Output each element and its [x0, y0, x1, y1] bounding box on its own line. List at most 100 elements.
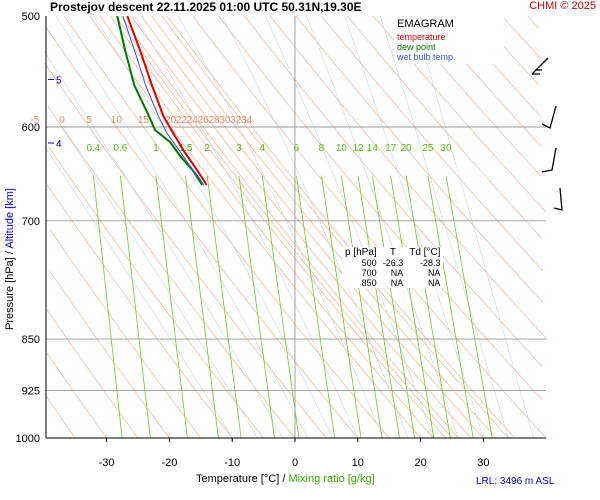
x-tick-label: 20 [414, 457, 426, 469]
table-cell: NA [390, 268, 404, 278]
mixing-ratio-label: 2 [204, 143, 210, 154]
dry-adiabat-label: 30 [219, 115, 231, 126]
x-tick-label: 30 [477, 457, 489, 469]
mixing-ratio-label: 14 [367, 143, 379, 154]
table-header: p [hPa] [345, 247, 377, 258]
dry-adiabat-line [48, 146, 264, 439]
legend-item-temperature: temperature [397, 32, 446, 42]
dry-adiabat-line [321, 15, 544, 272]
dry-adiabat-line [89, 15, 421, 439]
dry-adiabat-line [141, 15, 484, 439]
dry-adiabat-line [130, 15, 472, 439]
table-header: T [389, 247, 397, 258]
mixing-ratio-line [296, 175, 336, 439]
pressure-tick-label: 850 [22, 334, 40, 346]
moist-adiabat-line [379, 15, 509, 439]
moist-adiabat-line [93, 15, 333, 439]
dry-adiabat-label: 0 [59, 115, 65, 126]
series-line-dew-point [116, 15, 203, 186]
x-tick-label: -30 [99, 457, 115, 469]
lrl-label: LRL: 3496 m ASL [476, 476, 555, 487]
dry-adiabat-line [49, 270, 170, 439]
dry-adiabat-line [120, 15, 459, 439]
mixing-ratio-label: 17 [385, 143, 397, 154]
mixing-ratio-label: 3 [236, 143, 242, 154]
pressure-tick-label: 500 [22, 11, 40, 23]
mixing-ratio-label: 4 [260, 143, 266, 154]
x-tick-label: -10 [224, 457, 240, 469]
legend-title: EMAGRAM [397, 18, 454, 30]
dry-adiabat-line [46, 184, 233, 439]
x-axis-label-mixing: Mixing ratio [g/kg] [288, 473, 375, 485]
altitude-tick-label: 5 [56, 76, 62, 87]
moist-adiabat-line [55, 15, 308, 439]
mixing-ratio-label: 6 [294, 143, 300, 154]
dry-adiabat-label: 20 [165, 115, 177, 126]
pressure-tick-label: 1000 [16, 433, 40, 445]
pressure-tick-label: 700 [22, 216, 40, 228]
wind-barb-icon [531, 57, 549, 75]
moist-adiabat-line [177, 15, 384, 439]
table-cell: -28.3 [419, 258, 441, 268]
table-cell: 500 [361, 258, 377, 268]
pressure-tick-label: 600 [22, 122, 40, 134]
dry-adiabat-label: 22 [176, 115, 188, 126]
dry-adiabat-label: 26 [198, 115, 210, 126]
moist-adiabats [43, 15, 534, 439]
y-axis-label-pressure: Pressure [hPa] [4, 257, 16, 330]
table-row: 850 NA NA [342, 278, 443, 288]
wind-barb-icon [541, 105, 557, 129]
credit-label: CHMI © 2025 [529, 0, 596, 12]
dry-adiabat-label: -5 [30, 115, 39, 126]
x-axis-label-temperature: Temperature [°C] [196, 473, 280, 485]
dry-adiabat-label: 28 [208, 115, 220, 126]
moist-adiabat-line [43, 51, 283, 439]
dry-adiabat-line [269, 15, 548, 340]
dry-adiabat-label: 10 [111, 115, 123, 126]
table-row: 500 -26.3 -28.3 [342, 258, 443, 268]
dry-adiabat-label: 24 [187, 115, 199, 126]
mixing-ratio-line [120, 175, 151, 439]
mixing-ratio-line [390, 175, 435, 439]
mixing-ratio-label: 10 [336, 143, 348, 154]
dry-adiabat-line [110, 15, 446, 439]
dry-adiabat-label: 34 [241, 115, 253, 126]
mixing-ratio-line [445, 175, 493, 439]
x-tick-label: -20 [161, 457, 177, 469]
table-cell: NA [390, 278, 404, 288]
profile-series [116, 15, 208, 186]
mixing-ratio-line [185, 175, 219, 439]
dry-adiabat-line [151, 15, 497, 439]
dry-adiabat-line [44, 393, 76, 439]
wind-barbs [531, 57, 563, 211]
mixing-ratio-label: 0.6 [113, 143, 127, 154]
mixing-ratio-line [238, 175, 275, 439]
mixing-ratio-label: 1 [153, 143, 159, 154]
x-tick-label: 0 [292, 457, 298, 469]
dry-adiabat-line [347, 15, 542, 239]
mixing-ratio-label: 20 [401, 143, 413, 154]
altitude-tick-label: 4 [56, 139, 62, 150]
values-table: p [hPa] T Td [°C] 500 -26.3 -28.3 700 NA… [342, 247, 444, 288]
wind-barb-icon [541, 147, 557, 173]
dry-adiabat-line [46, 27, 359, 439]
dry-adiabat-line [49, 229, 202, 439]
dry-adiabat-line [218, 15, 543, 401]
table-cell: 700 [361, 268, 377, 278]
mixing-ratio-label: 30 [440, 143, 452, 154]
dry-adiabat-line [115, 15, 453, 439]
grid-lines [46, 16, 546, 439]
x-axis-label: Temperature [°C] / Mixing ratio [g/kg] [196, 473, 375, 485]
moist-adiabat-line [134, 15, 359, 439]
table-row: 700 NA NA [342, 268, 443, 278]
dry-adiabat-line [46, 309, 139, 439]
table-cell: 850 [361, 278, 377, 288]
x-axis-separator: / [282, 473, 289, 485]
dry-adiabat-line [501, 15, 545, 64]
moist-adiabat-line [413, 15, 534, 439]
mixing-ratio-label: 25 [422, 143, 434, 154]
mixing-ratio-line [321, 175, 362, 439]
mixing-ratio-line [371, 175, 415, 439]
